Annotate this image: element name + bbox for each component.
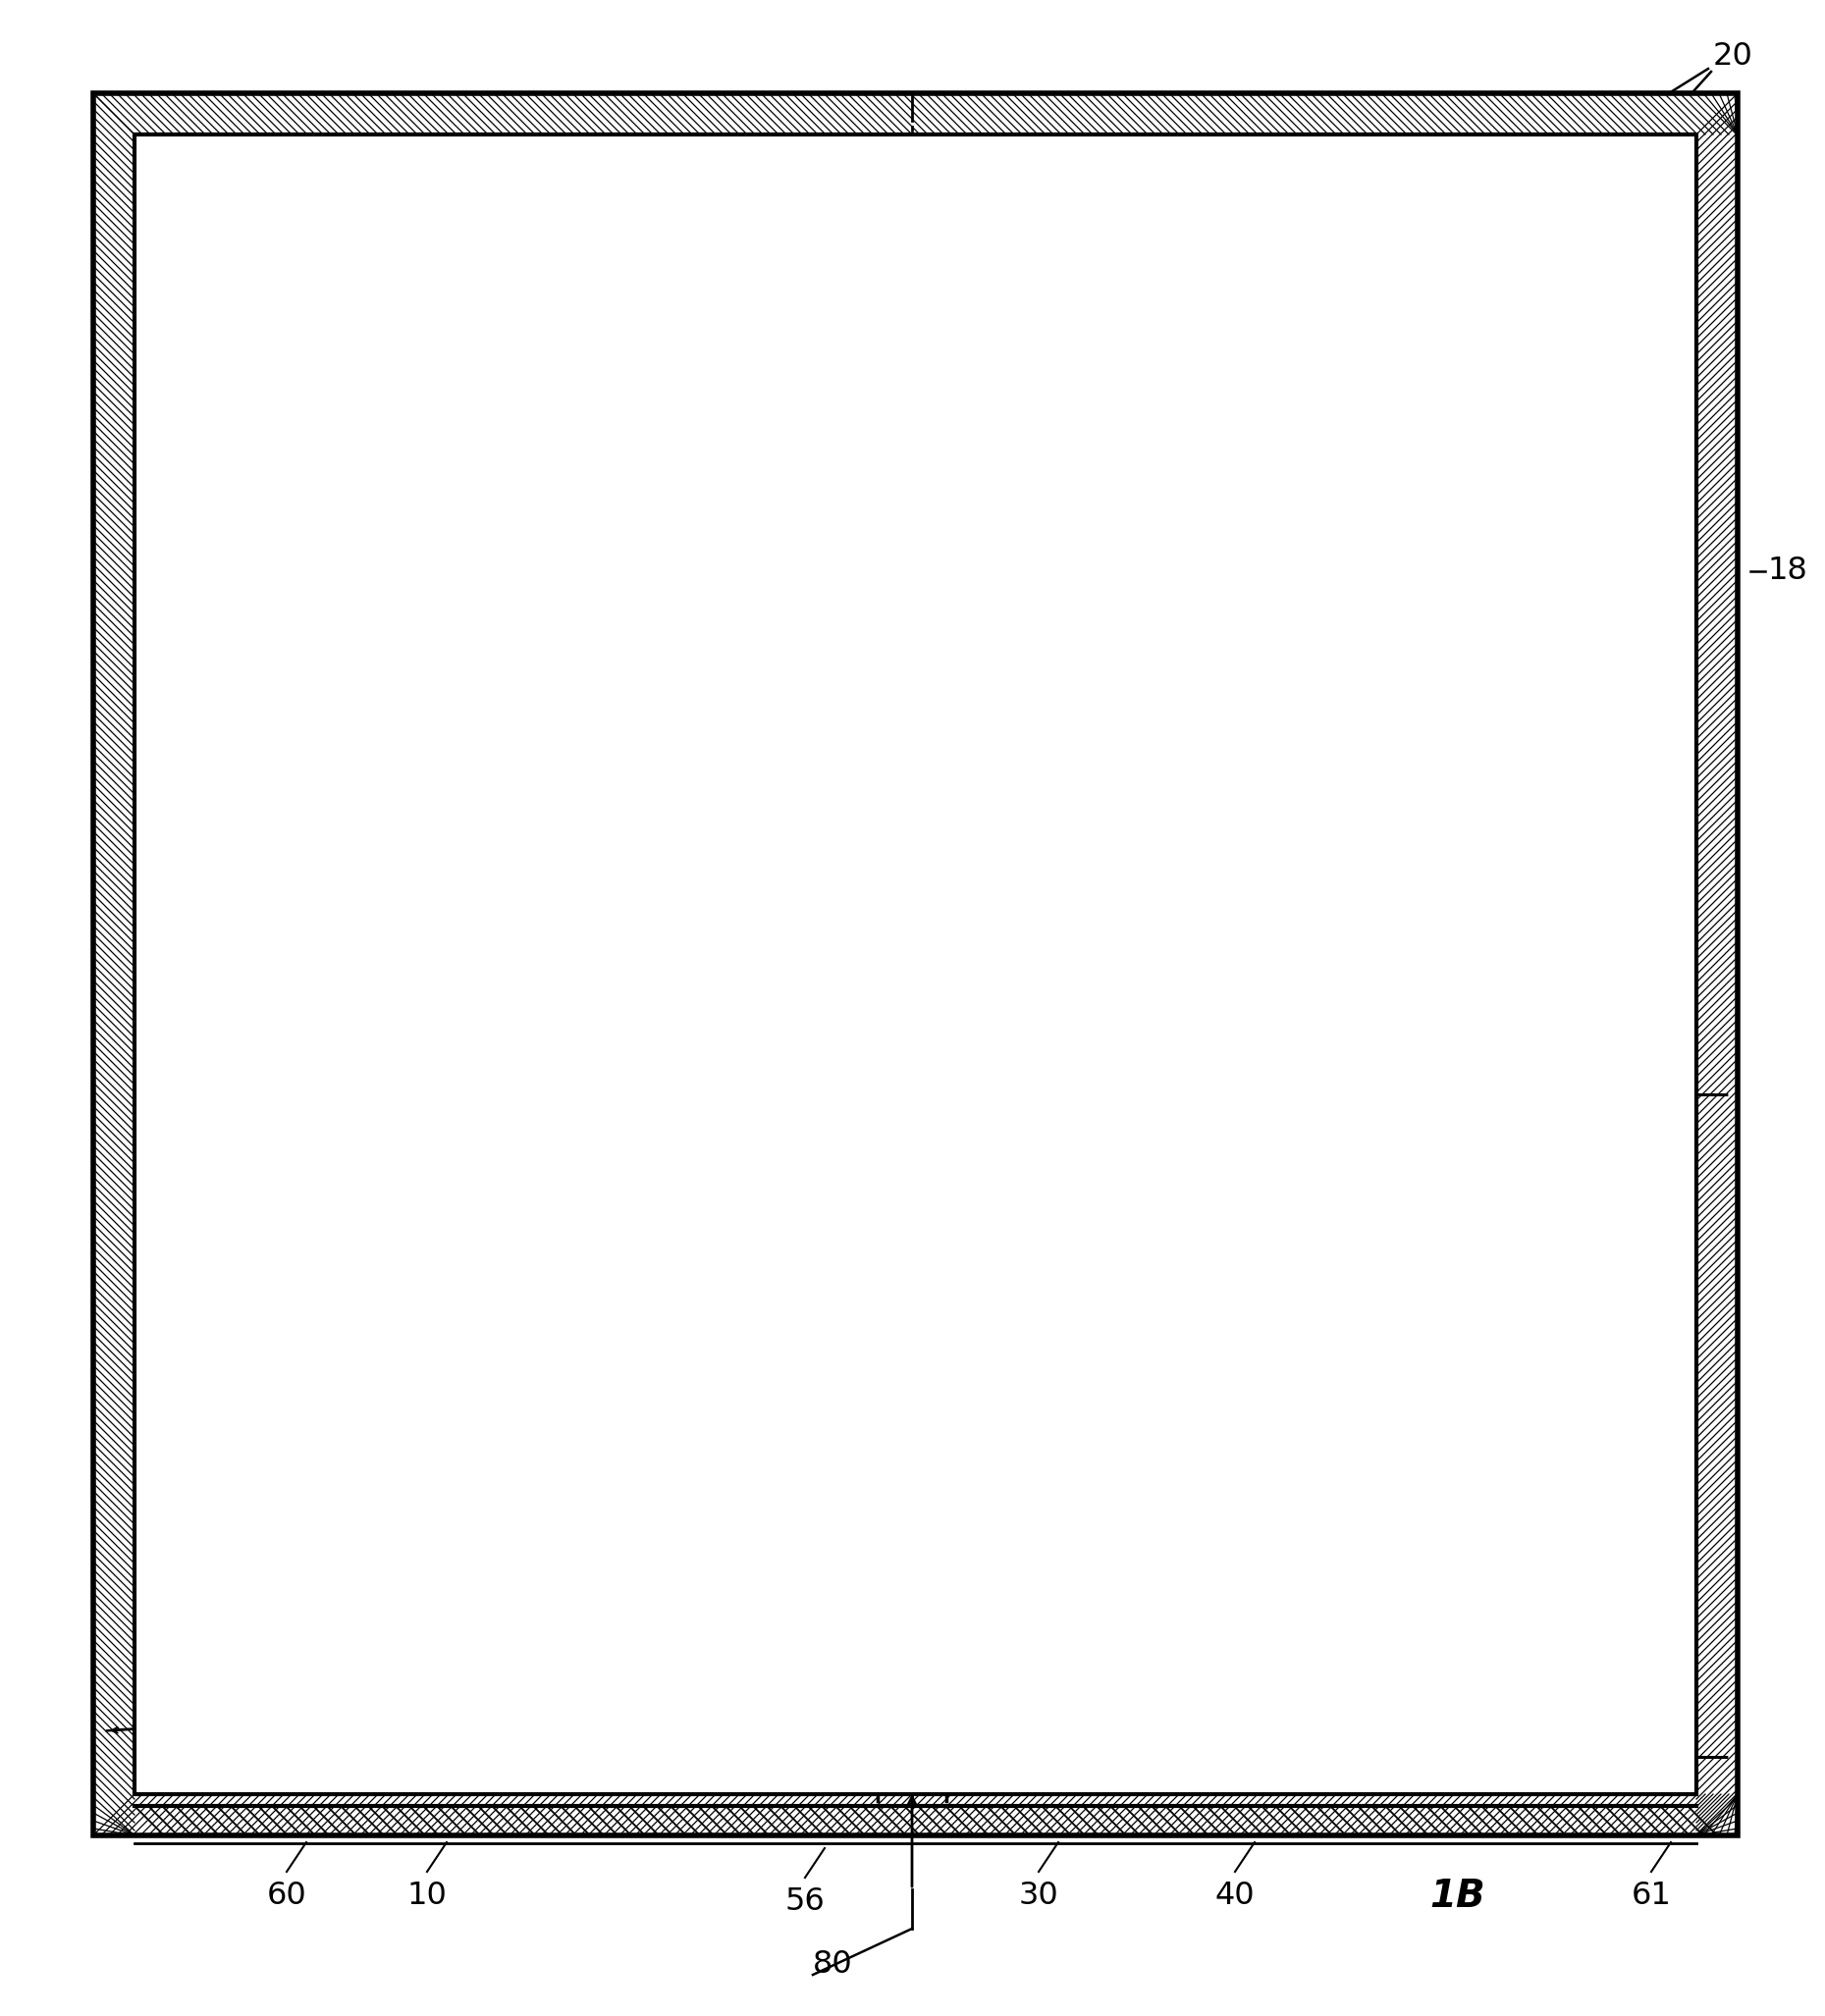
Text: 10: 10 <box>407 1881 447 1911</box>
Text: 58: 58 <box>695 1649 735 1679</box>
Bar <box>677 1714 1148 1766</box>
Ellipse shape <box>438 1284 743 1363</box>
Text: 80: 80 <box>812 1949 852 1980</box>
Text: 16: 16 <box>250 1425 290 1456</box>
Bar <box>686 1419 1137 1556</box>
Text: 74: 74 <box>1586 716 1626 746</box>
Ellipse shape <box>1082 1284 1387 1363</box>
Text: 56: 56 <box>785 1887 825 1917</box>
Text: 60: 60 <box>266 1881 307 1911</box>
Text: 75: 75 <box>883 484 923 514</box>
Text: 50: 50 <box>746 1260 787 1290</box>
Text: 18: 18 <box>1767 556 1807 587</box>
Text: 59: 59 <box>933 1649 973 1679</box>
Text: 55: 55 <box>668 1325 708 1355</box>
Text: 72: 72 <box>1403 1445 1444 1476</box>
Text: 1B: 1B <box>1431 1877 1486 1915</box>
Text: 74: 74 <box>1559 1387 1599 1417</box>
Text: 75: 75 <box>1239 179 1279 210</box>
Text: 70: 70 <box>418 1300 458 1331</box>
Bar <box>135 135 1697 1794</box>
Text: 20: 20 <box>1714 42 1754 73</box>
Text: 70: 70 <box>1141 1290 1181 1320</box>
Text: 40: 40 <box>1215 1881 1256 1911</box>
Bar <box>93 93 1737 1835</box>
Text: 61: 61 <box>1632 1881 1672 1911</box>
Text: 15: 15 <box>880 190 920 220</box>
Text: 30: 30 <box>1018 1881 1058 1911</box>
